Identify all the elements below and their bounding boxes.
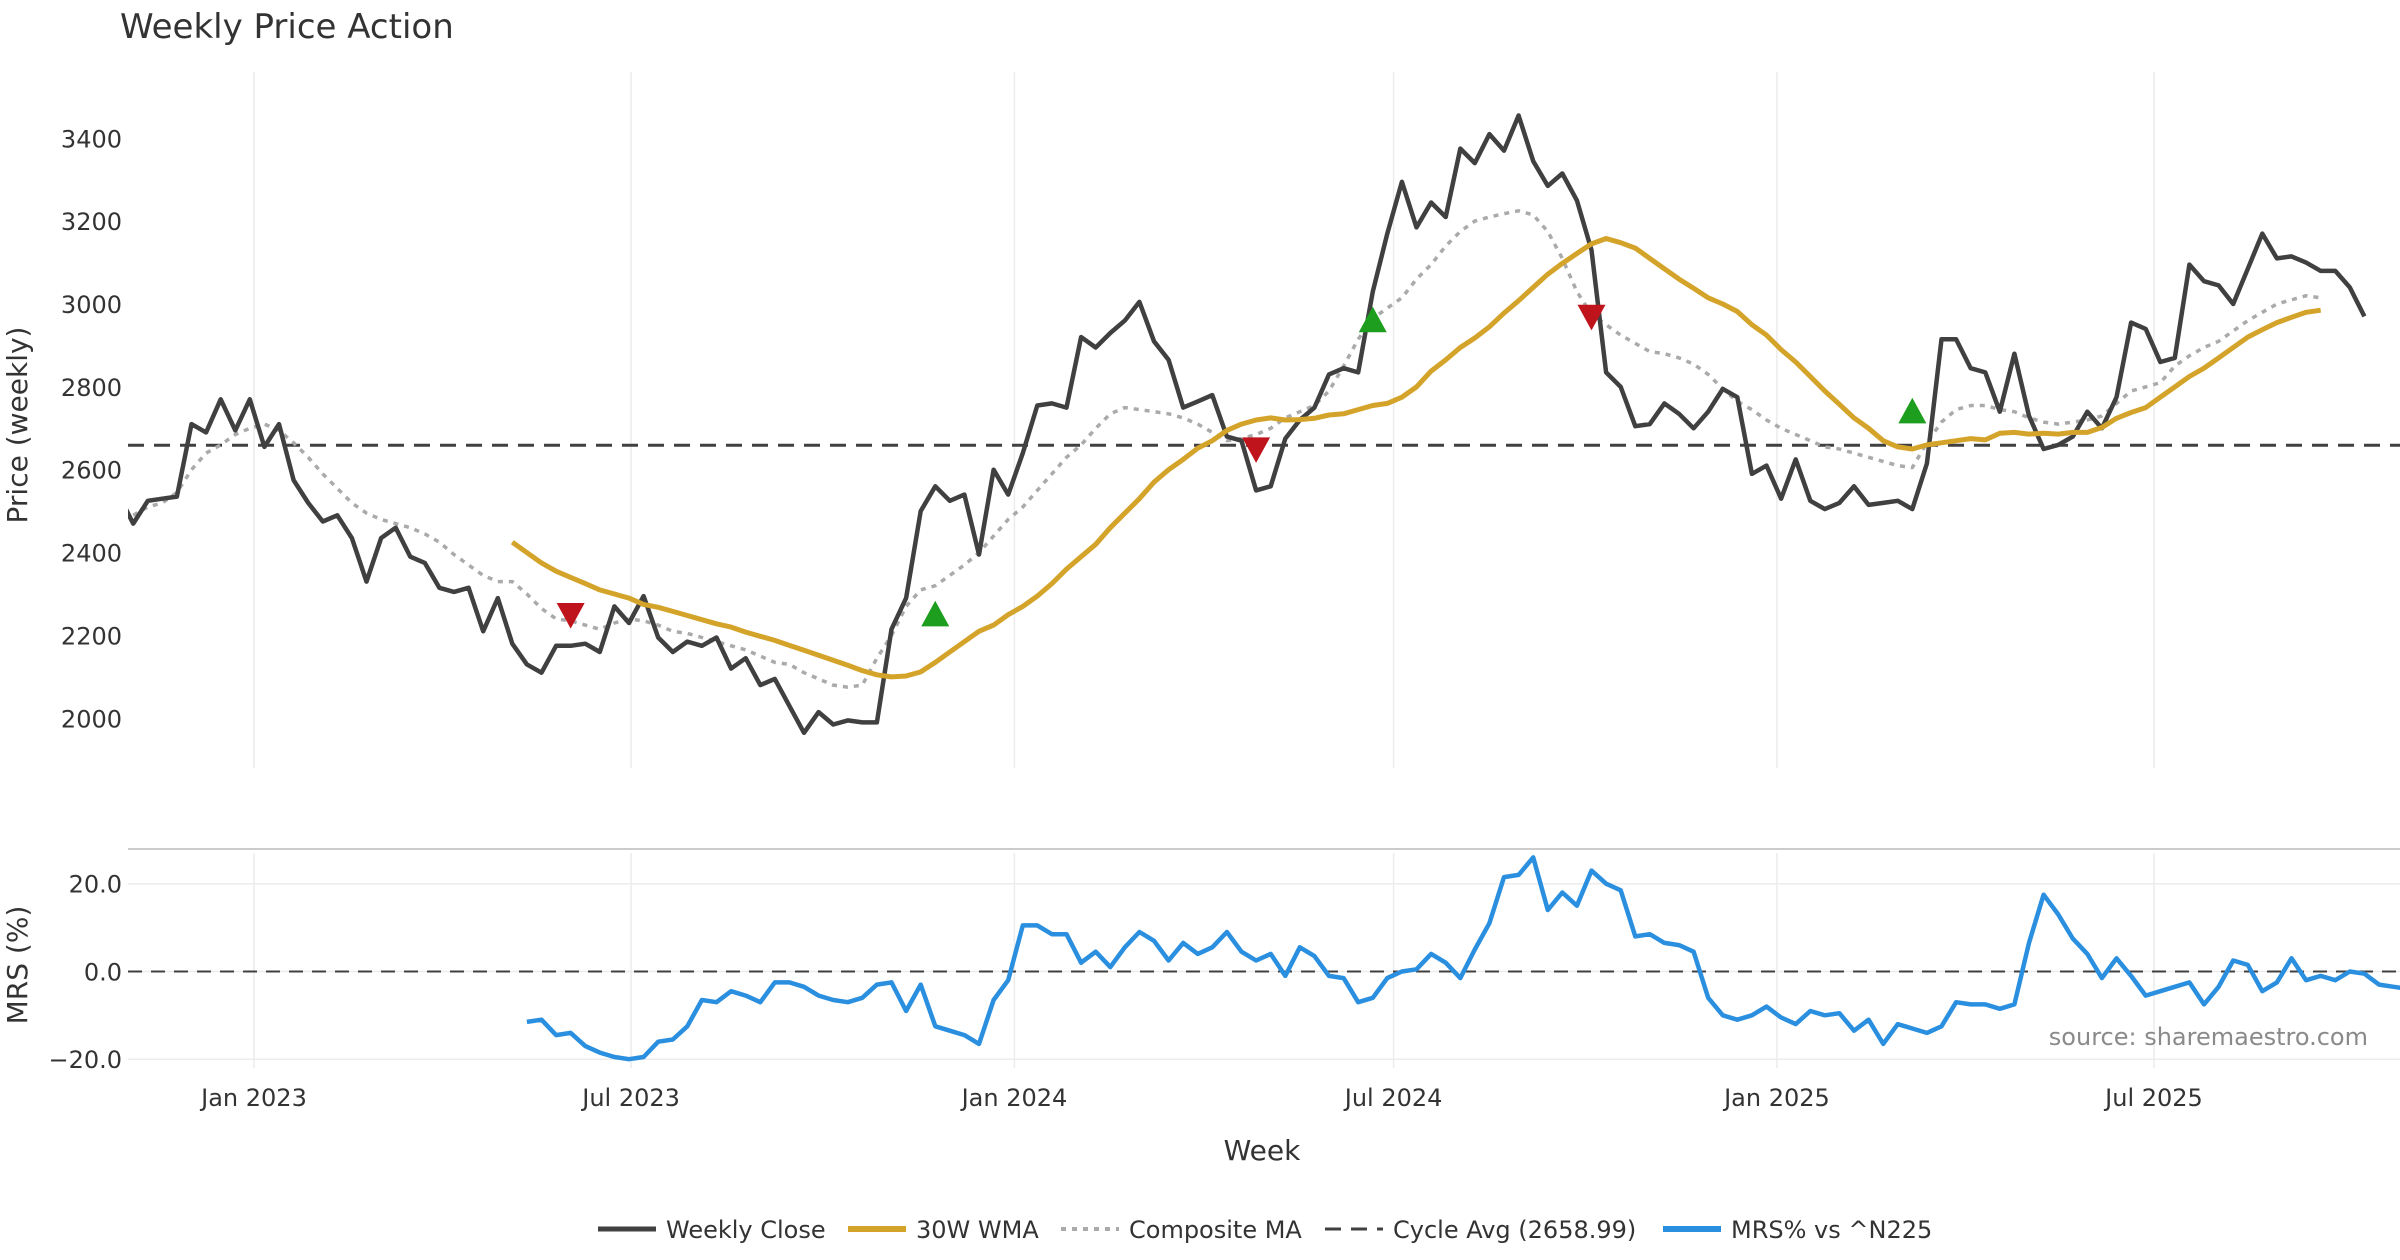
sell-signal-marker [1577,304,1606,331]
price-axis-label: Price (weekly) [1,327,34,524]
legend-label: MRS% vs ^N225 [1731,1216,1932,1244]
x-tick-label: Jan 2024 [960,1084,1068,1112]
mrs-axis-label: MRS (%) [1,906,34,1025]
mrs-line [526,855,2400,1062]
x-tick-label: Jul 2025 [2103,1084,2203,1112]
price-tick-label: 2400 [61,540,122,568]
legend-label: Cycle Avg (2658.99) [1393,1216,1636,1244]
source-annotation: source: sharemaestro.com [2049,1023,2368,1051]
price-series [128,113,2400,736]
price-tick-label: 3000 [61,291,122,319]
weekly-close-line [128,113,2367,736]
sell-signal-marker [1242,437,1271,463]
composite-ma-line [132,209,2321,689]
price-tick-label: 2200 [61,622,122,650]
price-tick-label: 3200 [61,208,122,236]
sell-signal-marker [556,603,585,629]
buy-signal-marker [1358,306,1387,333]
x-tick-label: Jul 2023 [580,1084,680,1112]
signal-markers [556,304,1927,629]
mrs-series [128,855,2400,1062]
legend-label: Weekly Close [666,1216,826,1244]
mrs-tick-label: 0.0 [84,958,122,986]
price-tick-label: 3400 [61,125,122,153]
x-tick-label: Jan 2023 [199,1084,307,1112]
wma-30w-line [510,236,2322,680]
x-axis-label: Week [1224,1134,1301,1167]
x-tick-label: Jan 2025 [1722,1084,1830,1112]
buy-signal-marker [921,600,950,627]
legend-label: Composite MA [1129,1216,1302,1244]
legend-label: 30W WMA [916,1216,1039,1244]
x-tick-labels: Jan 2023 Jul 2023 Jan 2024 Jul 2024 Jan 2025… [199,1084,2203,1112]
price-gridlines [253,72,2155,768]
price-tick-label: 2000 [61,705,122,733]
mrs-tick-label: 20.0 [69,871,122,899]
legend: Weekly Close 30W WMA Composite MA Cycle Avg… [598,1216,1932,1244]
price-tick-label: 2600 [61,457,122,485]
chart-title: Weekly Price Action [120,7,454,47]
buy-signal-marker [1898,397,1927,424]
x-tick-label: Jul 2024 [1343,1084,1443,1112]
mrs-tick-label: −20.0 [48,1046,122,1074]
price-tick-label: 2800 [61,374,122,402]
price-tick-labels: 2000 2200 2400 2600 2800 3000 3200 3400 [61,125,122,733]
mrs-tick-labels: −20.0 0.0 20.0 [48,871,122,1075]
